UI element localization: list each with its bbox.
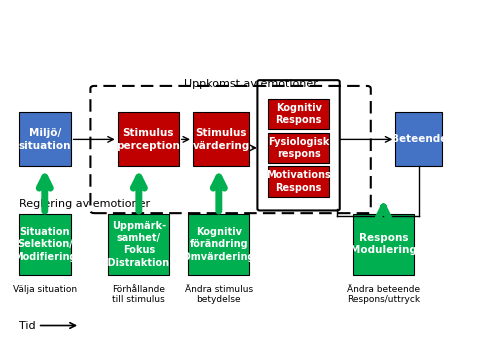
Text: Fysiologisk
respons: Fysiologisk respons: [268, 137, 329, 159]
Text: Stimulus
perception: Stimulus perception: [116, 128, 180, 150]
Text: Ändra stimulus
betydelse: Ändra stimulus betydelse: [185, 285, 253, 304]
Text: Uppmärk-
samhet/
Fokus
(Distraktion): Uppmärk- samhet/ Fokus (Distraktion): [104, 221, 174, 268]
Bar: [19, 112, 71, 166]
Text: Förhållande
till stimulus: Förhållande till stimulus: [112, 285, 166, 304]
Text: Kognitiv
Respons: Kognitiv Respons: [276, 103, 322, 125]
Text: Beteende: Beteende: [391, 134, 447, 144]
Bar: [193, 112, 250, 166]
Bar: [395, 112, 442, 166]
Bar: [118, 112, 179, 166]
Text: Välja situation: Välja situation: [13, 285, 77, 294]
Bar: [108, 214, 169, 275]
Bar: [353, 214, 414, 275]
Text: Reglering av emotioner: Reglering av emotioner: [19, 199, 150, 209]
Text: Miljö/
situation: Miljö/ situation: [19, 128, 71, 150]
Text: Uppkomst av emotioner: Uppkomst av emotioner: [183, 78, 317, 89]
Bar: [19, 214, 71, 275]
Text: Ändra beteende
Respons/uttryck: Ändra beteende Respons/uttryck: [347, 285, 420, 304]
Bar: [268, 99, 329, 129]
Text: Respons
Modulering: Respons Modulering: [350, 233, 417, 256]
Text: Tid: Tid: [19, 320, 36, 330]
Text: Kognitiv
förändring
(Omvärdering): Kognitiv förändring (Omvärdering): [179, 227, 259, 262]
Text: Stimulus
värdering: Stimulus värdering: [192, 128, 250, 150]
Text: Motivations
Respons: Motivations Respons: [266, 171, 331, 193]
Bar: [188, 214, 250, 275]
Bar: [268, 132, 329, 163]
Bar: [268, 166, 329, 197]
Text: Situation
Selektion/
Modifiering: Situation Selektion/ Modifiering: [13, 227, 76, 262]
